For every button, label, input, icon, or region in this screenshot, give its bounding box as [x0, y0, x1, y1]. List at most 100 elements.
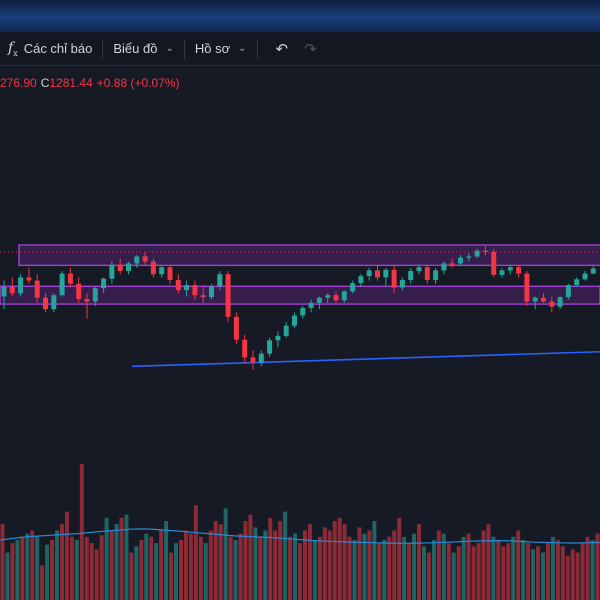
- volume-bar: [114, 524, 119, 600]
- candle-body: [316, 297, 322, 303]
- candle-body: [34, 280, 40, 298]
- volume-bar: [431, 539, 436, 600]
- candle-body: [184, 285, 190, 291]
- volume-bar: [154, 543, 159, 600]
- legend-change: +0.88 (+0.07%): [96, 76, 180, 90]
- volume-bar: [15, 539, 20, 600]
- volume-bar: [89, 543, 94, 600]
- volume-bar: [203, 543, 208, 600]
- candle-body: [242, 339, 248, 358]
- trend-line[interactable]: [132, 350, 600, 368]
- chart-canvas[interactable]: [0, 67, 600, 600]
- chart-toolbar: fx Các chỉ báo Biểu đồ ⌄ Hồ sơ ⌄ ↶ ↷: [0, 32, 600, 66]
- candle-body: [142, 256, 148, 262]
- volume-bar: [461, 536, 466, 600]
- redo-icon: ↷: [304, 40, 317, 58]
- candle-body: [366, 270, 372, 277]
- candle-body: [325, 295, 331, 298]
- support-resistance-zone[interactable]: [18, 244, 600, 267]
- volume-bar: [471, 546, 476, 600]
- candle-body: [209, 286, 214, 298]
- volume-bar: [590, 539, 595, 600]
- volume-bar: [441, 533, 446, 600]
- candle-body: [150, 261, 156, 275]
- volume-bar: [501, 546, 506, 600]
- candle-body: [449, 263, 455, 265]
- volume-bar: [223, 508, 228, 600]
- volume-bar: [466, 533, 471, 600]
- candle-body: [300, 307, 306, 316]
- candle-body: [524, 273, 530, 302]
- volume-bar: [193, 505, 198, 600]
- volume-bar: [20, 536, 25, 600]
- volume-bar: [30, 530, 35, 600]
- support-resistance-zone[interactable]: [0, 285, 600, 305]
- profile-menu-button[interactable]: Hồ sơ ⌄: [195, 32, 247, 65]
- candle-body: [482, 250, 488, 252]
- volume-bar: [139, 539, 144, 600]
- volume-bar: [382, 539, 387, 600]
- volume-bar: [169, 552, 174, 600]
- candle-body: [26, 277, 32, 281]
- volume-bar: [540, 552, 545, 600]
- chart-menu-button[interactable]: Biểu đồ ⌄: [113, 32, 173, 65]
- candle-body: [541, 297, 546, 302]
- candle-body: [474, 250, 480, 257]
- volume-bar: [327, 530, 332, 600]
- volume-bar: [342, 524, 347, 600]
- volume-bar: [367, 530, 372, 600]
- candle-body: [358, 276, 364, 284]
- volume-bar: [188, 533, 193, 600]
- toolbar-divider: [183, 38, 185, 59]
- volume-bar: [144, 533, 149, 600]
- candle-body: [333, 295, 339, 301]
- candle-body: [192, 285, 198, 296]
- volume-bar: [218, 524, 223, 600]
- volume-bar: [392, 530, 397, 600]
- legend-close-value: 1281.44: [49, 76, 93, 90]
- volume-bar: [50, 539, 55, 600]
- volume-bar: [134, 546, 139, 600]
- candle-body: [233, 316, 239, 340]
- volume-bar: [164, 521, 169, 600]
- volume-bar: [99, 535, 104, 600]
- candle-body: [499, 270, 505, 275]
- volume-bar: [317, 536, 322, 600]
- indicators-button[interactable]: fx Các chỉ báo: [0, 32, 92, 65]
- volume-bar: [397, 517, 402, 600]
- volume-bar: [402, 536, 407, 600]
- candle-body: [283, 325, 289, 336]
- candle-body: [574, 279, 580, 286]
- candle-body: [383, 269, 389, 278]
- candle-body: [1, 286, 7, 297]
- volume-bar: [10, 543, 15, 600]
- volume-bar: [0, 524, 5, 600]
- volume-bar: [312, 539, 317, 600]
- redo-button[interactable]: ↷: [296, 32, 325, 65]
- candle-body: [375, 270, 380, 278]
- candle-body: [507, 267, 513, 271]
- volume-bar: [407, 543, 412, 600]
- volume-bar: [64, 511, 69, 600]
- volume-bar: [104, 517, 109, 600]
- volume-bar: [506, 543, 511, 600]
- candle-body: [582, 273, 588, 280]
- candle-body: [350, 283, 356, 292]
- volume-bar: [337, 517, 342, 600]
- volume-bar: [491, 536, 496, 600]
- volume-bar: [332, 521, 337, 600]
- candle-body: [225, 274, 231, 317]
- volume-bar: [496, 539, 501, 600]
- volume-bar: [213, 521, 218, 600]
- volume-bar: [288, 536, 293, 600]
- toolbar-divider: [102, 38, 104, 59]
- volume-bar: [417, 524, 421, 600]
- volume-bar: [174, 543, 179, 600]
- volume-bar: [352, 539, 357, 600]
- candle-body: [9, 286, 15, 294]
- volume-bar: [362, 533, 367, 600]
- volume-bar: [545, 543, 550, 600]
- price-chart[interactable]: [0, 67, 600, 600]
- undo-button[interactable]: ↶: [268, 32, 297, 65]
- candle-body: [126, 263, 131, 272]
